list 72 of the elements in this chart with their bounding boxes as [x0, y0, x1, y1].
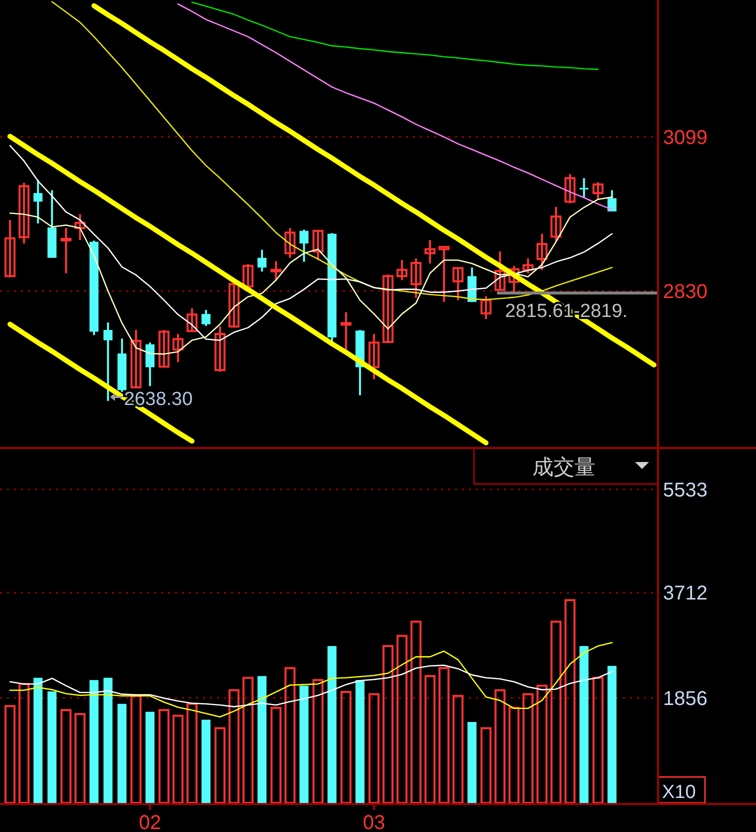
candlestick [130, 328, 142, 390]
candlestick [438, 246, 450, 303]
line-series [191, 2, 599, 70]
bar [186, 702, 198, 803]
candlestick [312, 228, 324, 262]
bar [564, 599, 576, 803]
y-tick-label: 2830 [663, 281, 708, 304]
x-tick-label: 02 [138, 812, 162, 832]
candlestick [340, 311, 352, 353]
bar [368, 693, 380, 803]
candlestick [158, 328, 170, 368]
bar [172, 714, 184, 803]
bar [550, 620, 562, 803]
bar [270, 706, 282, 803]
candlestick [270, 260, 282, 282]
bar [60, 709, 72, 803]
candlestick [284, 227, 296, 259]
candlestick [228, 281, 240, 329]
bar [410, 620, 422, 803]
candlestick [452, 266, 464, 302]
bar [340, 690, 352, 803]
bar [74, 713, 86, 803]
bar [452, 694, 464, 803]
candlestick [536, 232, 548, 271]
candlestick [564, 173, 576, 204]
y-tick-label: 3712 [663, 582, 708, 605]
candlestick [214, 326, 226, 373]
candlestick [60, 227, 72, 274]
bar [494, 689, 506, 803]
candlestick [4, 218, 16, 278]
line-series [9, 664, 613, 708]
candlestick [186, 307, 198, 333]
bar [480, 727, 492, 803]
bar [396, 634, 408, 803]
candlestick [242, 263, 254, 288]
bar [438, 667, 450, 803]
candlestick [172, 332, 184, 364]
candlestick [18, 182, 30, 244]
chart-title: 成交量 [532, 456, 596, 479]
bar [536, 684, 548, 803]
candlestick [424, 239, 436, 265]
candlestick [550, 206, 562, 242]
y-tick-label: 5533 [663, 479, 708, 502]
candlestick [592, 181, 604, 200]
candlestick [74, 213, 86, 242]
bar [284, 667, 296, 803]
bar [214, 727, 226, 803]
candlestick [382, 273, 394, 344]
y-tick-label: 3099 [663, 126, 708, 149]
x-tick-label: 03 [362, 812, 386, 832]
bar [382, 645, 394, 803]
bar [4, 705, 16, 803]
bar [228, 689, 240, 803]
candlestick [508, 264, 520, 293]
bar [242, 676, 254, 803]
bar [592, 676, 604, 803]
candlestick [522, 257, 534, 274]
line-series [9, 642, 613, 718]
candlestick [494, 250, 506, 292]
candlestick [396, 259, 408, 282]
bar [522, 693, 534, 803]
bar [130, 694, 142, 803]
bar [508, 706, 520, 803]
candlestick [480, 295, 492, 320]
bar [18, 683, 30, 803]
bar [424, 675, 436, 803]
y-tick-label: 1856 [663, 688, 708, 710]
candlestick [368, 332, 380, 380]
candlestick [410, 257, 422, 299]
text: X10 [662, 782, 696, 803]
bar [312, 679, 324, 803]
bar [158, 709, 170, 803]
